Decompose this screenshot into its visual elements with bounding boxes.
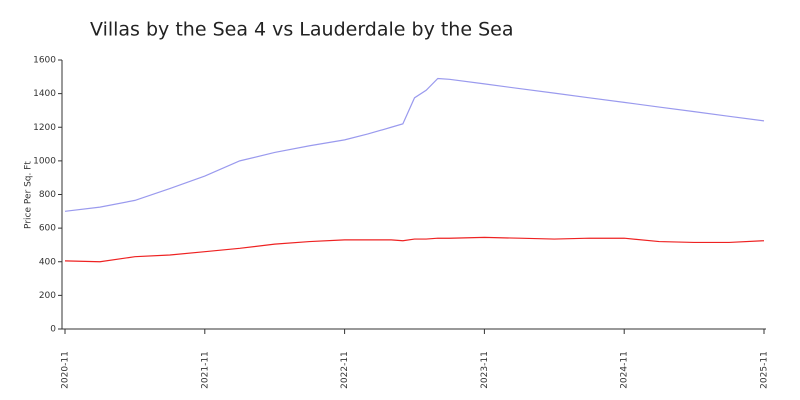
x-tick-label: 2023-11 <box>480 351 490 389</box>
y-tick-label: 1200 <box>33 123 56 133</box>
x-tick-label: 2020-11 <box>61 351 71 389</box>
y-tick-label: 1600 <box>33 56 56 66</box>
x-tick-label: 2024-11 <box>620 351 630 389</box>
y-tick-label: 800 <box>39 190 56 200</box>
y-tick-label: 200 <box>39 291 56 301</box>
x-tick-label: 2022-11 <box>340 351 350 389</box>
y-axis-label: Price Per Sq. Ft <box>24 161 34 229</box>
x-tick-label: 2021-11 <box>200 351 210 389</box>
y-tick-label: 0 <box>50 325 56 335</box>
y-tick-label: 600 <box>39 224 56 234</box>
y-tick-label: 1400 <box>33 89 56 99</box>
y-tick-label: 1000 <box>33 156 56 166</box>
series-line <box>64 236 765 263</box>
series-line <box>64 77 765 212</box>
y-tick-label: 400 <box>39 257 56 267</box>
chart-title: Villas by the Sea 4 vs Lauderdale by the… <box>90 19 513 41</box>
x-tick-label: 2025-11 <box>760 351 770 389</box>
